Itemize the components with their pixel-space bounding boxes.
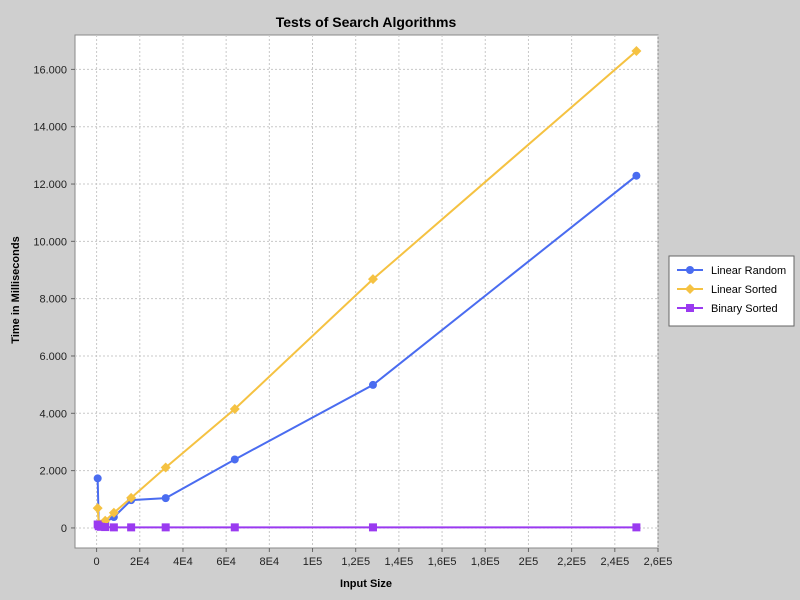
data-point [368,523,377,532]
data-point [632,523,641,532]
data-point [160,462,171,473]
x-tick-label: 1,6E5 [428,556,457,568]
legend-label: Linear Random [711,265,786,277]
legend-label: Linear Sorted [711,284,777,296]
data-point [127,523,136,532]
x-tick-label: 8E4 [260,556,280,568]
x-tick-label: 2,4E5 [600,556,629,568]
data-point [96,522,105,531]
data-point [368,380,377,389]
legend: Linear Random Linear Sorted Binary Sorted [668,255,795,327]
y-tick-label: 10.000 [33,236,67,248]
y-tick-label: 4.000 [39,408,67,420]
data-point [161,494,170,503]
series-binary-sorted [93,520,641,532]
x-tick-label: 1,8E5 [471,556,500,568]
x-tick-label: 0 [94,556,100,568]
legend-marker [685,284,695,294]
data-point [92,503,103,514]
data-point [367,274,378,285]
y-tick-label: 6.000 [39,351,67,363]
data-point [93,474,102,483]
data-point [101,523,110,532]
y-tick-label: 14.000 [33,122,67,134]
data-point [631,46,642,57]
axes: 0 2E4 4E4 6E4 8E4 1E5 1,2E5 1,4E5 1,6E5 1,8E5 2E5 2… [33,64,672,568]
series-group [92,46,642,532]
legend-marker [686,266,694,274]
x-tick-label: 4E4 [173,556,193,568]
y-tick-label: 8.000 [39,294,67,306]
data-point [161,523,170,532]
y-tick-label: 0 [61,523,67,535]
x-tick-label: 2E5 [519,556,539,568]
x-tick-label: 1,4E5 [385,556,414,568]
data-point [229,404,240,415]
x-tick-label: 2,6E5 [644,556,673,568]
legend-label: Binary Sorted [711,303,778,315]
data-point [632,171,641,180]
chart-title: Tests of Search Algorithms [276,14,457,30]
data-point [109,523,118,532]
y-axis-label: Time in Milliseconds [10,236,22,343]
data-point [126,492,137,503]
x-tick-label: 2,2E5 [557,556,586,568]
x-tick-label: 2E4 [130,556,150,568]
y-tick-label: 12.000 [33,179,67,191]
data-point [230,523,239,532]
x-tick-label: 1E5 [303,556,323,568]
data-point [108,507,119,518]
x-tick-label: 6E4 [216,556,236,568]
legend-marker [686,304,694,312]
y-tick-label: 2.000 [39,466,67,478]
x-axis-label: Input Size [340,578,392,590]
x-tick-label: 1,2E5 [341,556,370,568]
y-tick-label: 16.000 [33,64,67,76]
data-point [230,455,239,464]
